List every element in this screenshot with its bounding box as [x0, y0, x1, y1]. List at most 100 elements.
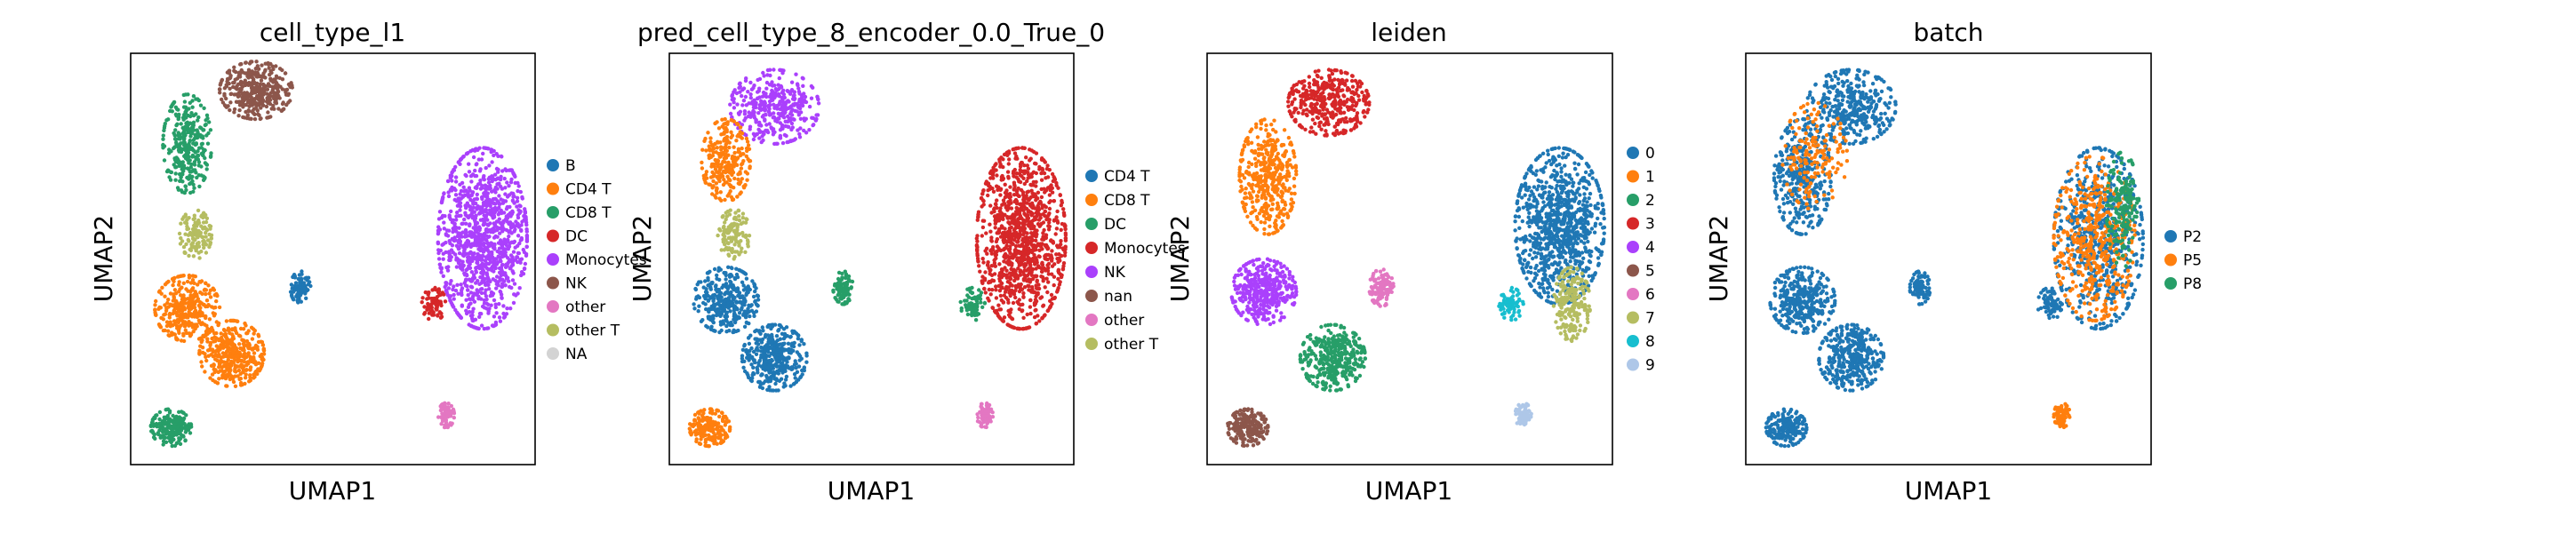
scatter-point	[780, 341, 785, 346]
scatter-point	[274, 64, 278, 68]
scatter-point	[483, 290, 487, 296]
scatter-point	[172, 133, 177, 138]
scatter-point	[759, 349, 764, 354]
scatter-point	[497, 302, 501, 306]
scatter-point	[518, 189, 523, 195]
scatter-point	[153, 307, 157, 312]
scatter-point	[261, 348, 267, 353]
scatter-point	[445, 179, 451, 184]
scatter-point	[291, 274, 295, 279]
scatter-point	[802, 128, 806, 133]
scatter-point	[153, 436, 157, 441]
legend-label: NK	[565, 275, 588, 293]
scatter-point	[260, 339, 265, 345]
scatter-point	[510, 263, 516, 267]
scatter-point	[807, 128, 812, 132]
scatter-point	[744, 321, 749, 325]
scatter-point	[503, 192, 508, 196]
scatter-point	[223, 369, 228, 374]
scatter-point	[183, 109, 188, 115]
scatter-point	[458, 208, 462, 212]
scatter-point	[729, 135, 733, 139]
scatter-point	[220, 335, 224, 340]
scatter-point	[732, 223, 736, 228]
scatter-point	[207, 232, 212, 237]
scatter-point	[251, 85, 255, 90]
scatter-point	[484, 190, 488, 195]
scatter-point	[715, 120, 719, 124]
scatter-point	[438, 292, 444, 297]
scatter-point	[444, 281, 448, 285]
scatter-point	[226, 357, 230, 362]
scatter-point	[468, 250, 473, 254]
scatter-point	[444, 418, 449, 423]
scatter-point	[181, 434, 186, 439]
scatter-point	[214, 298, 219, 304]
scatter-point	[160, 285, 164, 290]
scatter-point	[719, 290, 724, 296]
scatter-point	[759, 123, 764, 128]
scatter-point	[190, 174, 195, 179]
scatter-point	[474, 325, 478, 330]
scatter-point	[436, 225, 441, 229]
scatter-point	[183, 155, 188, 160]
scatter-point	[498, 231, 502, 235]
scatter-point	[524, 251, 529, 257]
scatter-point	[201, 147, 206, 152]
scatter-point	[493, 302, 498, 306]
scatter-point	[180, 161, 184, 166]
scatter-point	[761, 70, 765, 76]
scatter-point	[479, 265, 484, 270]
scatter-point	[186, 315, 190, 320]
scatter-point	[518, 260, 523, 265]
scatter-point	[783, 119, 788, 123]
scatter-point	[278, 84, 283, 89]
scatter-point	[212, 293, 217, 298]
scatter-point	[175, 122, 180, 126]
scatter-point	[260, 90, 264, 94]
scatter-point	[500, 284, 505, 289]
scatter-point	[744, 292, 748, 298]
scatter-point	[740, 211, 746, 216]
scatter-point	[833, 296, 837, 300]
scatter-point	[167, 311, 172, 316]
scatter-point	[509, 224, 514, 229]
scatter-point	[519, 273, 524, 278]
scatter-point	[306, 282, 311, 287]
scatter-point	[997, 262, 1002, 266]
scatter-point	[190, 294, 195, 298]
scatter-point	[796, 86, 801, 91]
scatter-point	[759, 373, 764, 378]
scatter-point	[1061, 207, 1066, 211]
scatter-point	[233, 384, 238, 388]
scatter-point	[713, 157, 717, 163]
scatter-point	[697, 442, 702, 446]
scatter-point	[179, 141, 183, 146]
scatter-point	[186, 150, 190, 155]
scatter-point	[741, 365, 746, 370]
scatter-point	[780, 331, 785, 336]
scatter-point	[692, 412, 698, 418]
scatter-point	[799, 338, 804, 342]
scatter-point	[476, 204, 480, 209]
scatter-point	[727, 253, 732, 258]
scatter-point	[188, 165, 193, 170]
scatter-point	[506, 261, 510, 266]
scatter-point	[494, 274, 500, 279]
scatter-point	[228, 377, 232, 382]
scatter-point	[734, 233, 740, 237]
scatter-point	[711, 306, 716, 311]
scatter-point	[431, 310, 436, 314]
scatter-point	[709, 162, 715, 167]
scatter-point	[283, 71, 288, 76]
scatter-point	[246, 109, 252, 114]
scatter-point	[180, 306, 185, 311]
scatter-point	[507, 279, 511, 283]
scatter-point	[764, 332, 768, 338]
scatter-point	[439, 314, 444, 319]
scatter-point	[197, 320, 202, 325]
scatter-point	[499, 208, 503, 213]
scatter-point	[491, 277, 495, 282]
scatter-point	[436, 251, 441, 256]
